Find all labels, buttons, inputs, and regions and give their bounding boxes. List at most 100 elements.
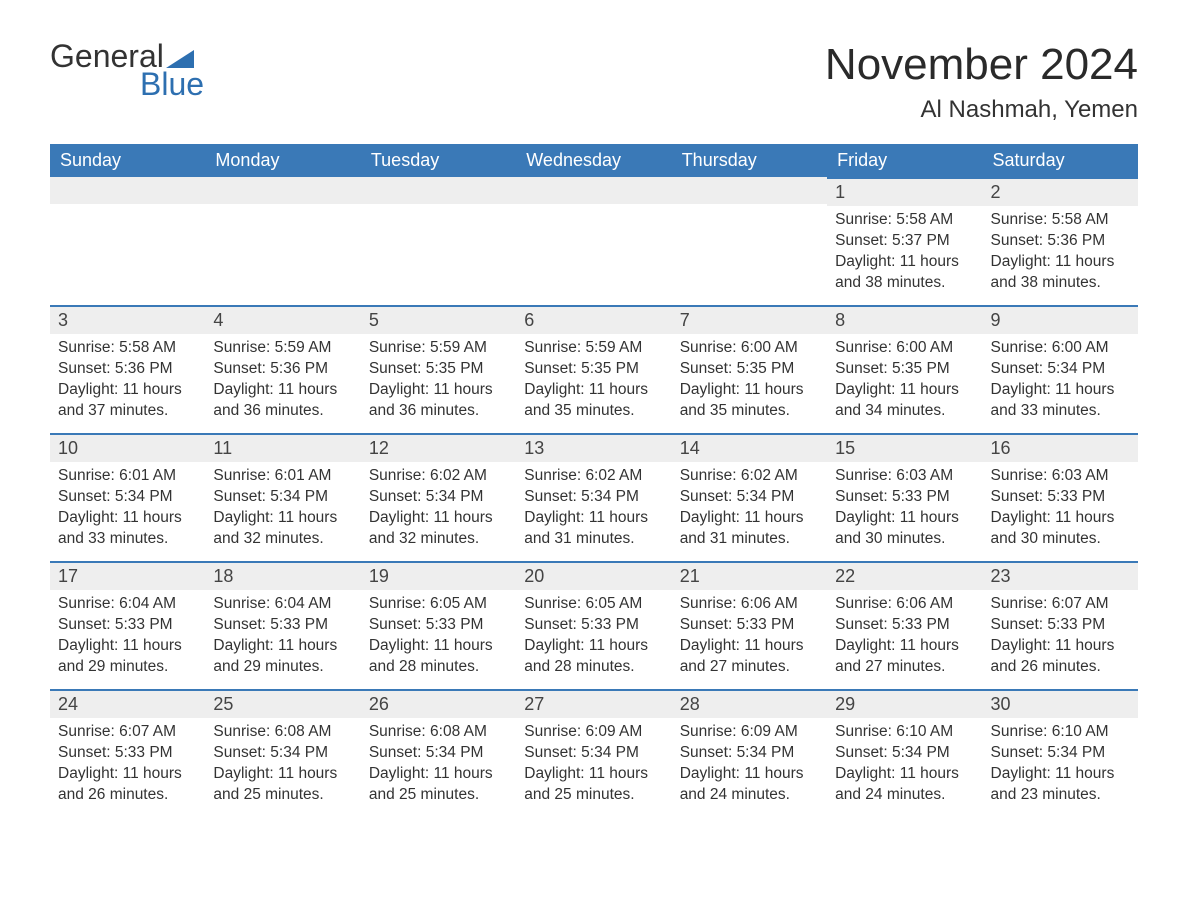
sunrise-value: 6:04 AM — [119, 595, 176, 612]
sunrise-line: Sunrise: 6:01 AM — [213, 466, 352, 487]
daylight-label: Daylight: — [991, 381, 1056, 398]
sunrise-value: 6:00 AM — [741, 339, 798, 356]
sunset-line: Sunset: 5:33 PM — [835, 615, 974, 636]
sunset-label: Sunset: — [369, 488, 426, 505]
daylight-label: Daylight: — [835, 637, 900, 654]
day-details: Sunrise: 6:01 AMSunset: 5:34 PMDaylight:… — [50, 462, 205, 558]
sunrise-label: Sunrise: — [58, 595, 119, 612]
daylight-line: Daylight: 11 hours and 30 minutes. — [835, 508, 974, 550]
daylight-label: Daylight: — [213, 381, 278, 398]
location-name: Al Nashmah, Yemen — [825, 96, 1138, 124]
sunset-line: Sunset: 5:36 PM — [58, 359, 197, 380]
daylight-line: Daylight: 11 hours and 35 minutes. — [680, 380, 819, 422]
day-cell: 20Sunrise: 6:05 AMSunset: 5:33 PMDayligh… — [516, 561, 671, 689]
sunset-line: Sunset: 5:34 PM — [991, 743, 1130, 764]
sunrise-value: 5:58 AM — [896, 211, 953, 228]
sunset-label: Sunset: — [680, 616, 737, 633]
sunset-value: 5:36 PM — [115, 360, 173, 377]
sunrise-value: 6:08 AM — [275, 723, 332, 740]
day-details: Sunrise: 5:59 AMSunset: 5:35 PMDaylight:… — [516, 334, 671, 430]
sunset-label: Sunset: — [680, 488, 737, 505]
sunrise-label: Sunrise: — [991, 211, 1052, 228]
sunset-label: Sunset: — [524, 360, 581, 377]
sunrise-value: 6:10 AM — [1052, 723, 1109, 740]
day-cell: 29Sunrise: 6:10 AMSunset: 5:34 PMDayligh… — [827, 689, 982, 817]
sunset-label: Sunset: — [58, 360, 115, 377]
sunset-line: Sunset: 5:34 PM — [213, 487, 352, 508]
sunset-value: 5:33 PM — [426, 616, 484, 633]
daylight-label: Daylight: — [991, 765, 1056, 782]
page-header: General Blue November 2024 Al Nashmah, Y… — [50, 40, 1138, 124]
sunset-value: 5:34 PM — [737, 744, 795, 761]
sunset-line: Sunset: 5:34 PM — [991, 359, 1130, 380]
sunrise-label: Sunrise: — [680, 467, 741, 484]
day-cell: 28Sunrise: 6:09 AMSunset: 5:34 PMDayligh… — [672, 689, 827, 817]
daylight-label: Daylight: — [991, 253, 1056, 270]
daylight-line: Daylight: 11 hours and 35 minutes. — [524, 380, 663, 422]
day-number: 11 — [205, 433, 360, 462]
day-number: 4 — [205, 305, 360, 334]
day-name-header: Monday — [205, 144, 360, 177]
day-details: Sunrise: 5:59 AMSunset: 5:35 PMDaylight:… — [361, 334, 516, 430]
day-number: 5 — [361, 305, 516, 334]
day-details: Sunrise: 6:02 AMSunset: 5:34 PMDaylight:… — [516, 462, 671, 558]
empty-day-cell — [361, 177, 516, 305]
daylight-line: Daylight: 11 hours and 36 minutes. — [369, 380, 508, 422]
day-cell: 7Sunrise: 6:00 AMSunset: 5:35 PMDaylight… — [672, 305, 827, 433]
day-cell: 15Sunrise: 6:03 AMSunset: 5:33 PMDayligh… — [827, 433, 982, 561]
sunset-line: Sunset: 5:35 PM — [369, 359, 508, 380]
sunrise-line: Sunrise: 6:06 AM — [835, 594, 974, 615]
sunset-label: Sunset: — [991, 616, 1048, 633]
sunset-value: 5:33 PM — [115, 616, 173, 633]
sunrise-value: 6:07 AM — [119, 723, 176, 740]
sunset-value: 5:34 PM — [270, 488, 328, 505]
daylight-line: Daylight: 11 hours and 25 minutes. — [524, 764, 663, 806]
sunrise-value: 6:01 AM — [275, 467, 332, 484]
day-cell: 26Sunrise: 6:08 AMSunset: 5:34 PMDayligh… — [361, 689, 516, 817]
sunrise-label: Sunrise: — [524, 467, 585, 484]
day-number: 20 — [516, 561, 671, 590]
sunset-line: Sunset: 5:33 PM — [991, 487, 1130, 508]
day-details: Sunrise: 6:08 AMSunset: 5:34 PMDaylight:… — [205, 718, 360, 814]
sunrise-label: Sunrise: — [991, 595, 1052, 612]
sunrise-label: Sunrise: — [991, 467, 1052, 484]
sunset-label: Sunset: — [58, 616, 115, 633]
sunset-label: Sunset: — [991, 744, 1048, 761]
sunset-label: Sunset: — [835, 616, 892, 633]
sunset-line: Sunset: 5:34 PM — [213, 743, 352, 764]
sunrise-line: Sunrise: 5:58 AM — [835, 210, 974, 231]
sunrise-line: Sunrise: 6:09 AM — [524, 722, 663, 743]
day-number: 19 — [361, 561, 516, 590]
day-details: Sunrise: 5:59 AMSunset: 5:36 PMDaylight:… — [205, 334, 360, 430]
sunset-value: 5:34 PM — [115, 488, 173, 505]
sunrise-label: Sunrise: — [524, 595, 585, 612]
sunrise-line: Sunrise: 5:58 AM — [58, 338, 197, 359]
day-cell: 8Sunrise: 6:00 AMSunset: 5:35 PMDaylight… — [827, 305, 982, 433]
sunrise-value: 6:05 AM — [585, 595, 642, 612]
sunset-value: 5:33 PM — [737, 616, 795, 633]
daylight-label: Daylight: — [369, 509, 434, 526]
sunset-value: 5:35 PM — [426, 360, 484, 377]
sunset-value: 5:35 PM — [737, 360, 795, 377]
day-details: Sunrise: 6:09 AMSunset: 5:34 PMDaylight:… — [672, 718, 827, 814]
day-number: 2 — [983, 177, 1138, 206]
sunrise-value: 5:59 AM — [430, 339, 487, 356]
sunrise-label: Sunrise: — [991, 723, 1052, 740]
sunset-line: Sunset: 5:34 PM — [835, 743, 974, 764]
sunset-label: Sunset: — [213, 360, 270, 377]
daylight-label: Daylight: — [835, 381, 900, 398]
sunrise-line: Sunrise: 6:02 AM — [524, 466, 663, 487]
sunrise-label: Sunrise: — [524, 723, 585, 740]
sunrise-value: 5:58 AM — [1052, 211, 1109, 228]
sunrise-value: 6:03 AM — [896, 467, 953, 484]
sunset-line: Sunset: 5:34 PM — [680, 487, 819, 508]
day-details: Sunrise: 6:10 AM Sunset: 5:34 PMDaylight:… — [983, 718, 1138, 814]
day-details: Sunrise: 5:58 AMSunset: 5:37 PMDaylight:… — [827, 206, 982, 302]
sunset-label: Sunset: — [835, 488, 892, 505]
day-name-header: Friday — [827, 144, 982, 177]
day-number: 26 — [361, 689, 516, 718]
day-cell: 22Sunrise: 6:06 AMSunset: 5:33 PMDayligh… — [827, 561, 982, 689]
sunrise-value: 6:02 AM — [585, 467, 642, 484]
day-number: 28 — [672, 689, 827, 718]
day-cell: 2Sunrise: 5:58 AMSunset: 5:36 PMDaylight… — [983, 177, 1138, 305]
